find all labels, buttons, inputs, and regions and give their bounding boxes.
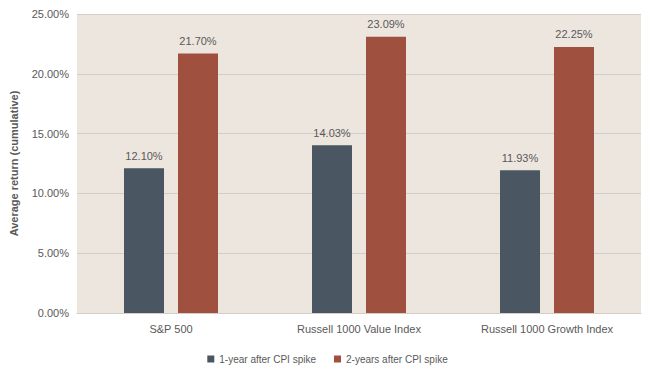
- svg-text:15.00%: 15.00%: [32, 128, 70, 140]
- svg-text:S&P 500: S&P 500: [149, 323, 192, 335]
- svg-text:Average return (cumulative): Average return (cumulative): [8, 90, 20, 236]
- svg-text:23.09%: 23.09%: [367, 18, 405, 30]
- svg-text:11.93%: 11.93%: [502, 152, 539, 164]
- svg-text:1-year after CPI spike: 1-year after CPI spike: [219, 354, 316, 365]
- svg-text:21.70%: 21.70%: [179, 35, 217, 47]
- svg-text:22.25%: 22.25%: [555, 28, 593, 40]
- svg-text:Russell 1000 Growth Index: Russell 1000 Growth Index: [481, 323, 614, 335]
- svg-text:25.00%: 25.00%: [32, 8, 70, 20]
- svg-text:Russell 1000 Value Index: Russell 1000 Value Index: [297, 323, 421, 335]
- svg-text:2-years after CPI spike: 2-years after CPI spike: [346, 354, 448, 365]
- svg-text:0.00%: 0.00%: [38, 307, 69, 319]
- svg-text:5.00%: 5.00%: [38, 247, 69, 259]
- svg-text:14.03%: 14.03%: [313, 127, 351, 139]
- svg-text:20.00%: 20.00%: [32, 68, 70, 80]
- svg-text:10.00%: 10.00%: [32, 187, 70, 199]
- svg-text:12.10%: 12.10%: [125, 150, 163, 162]
